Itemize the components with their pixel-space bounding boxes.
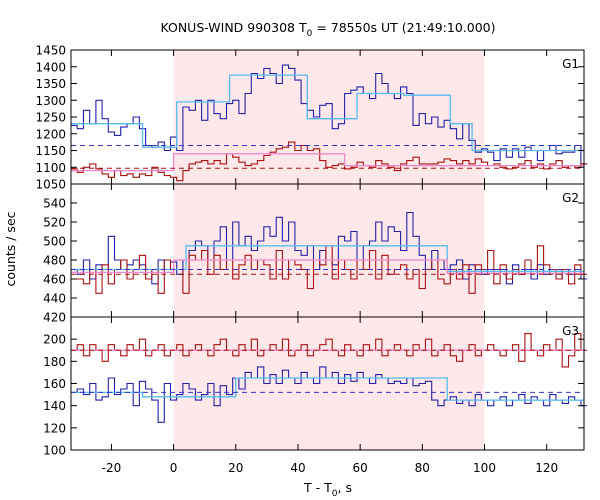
raw-series-raw_red <box>71 333 588 368</box>
x-tick-label: 0 <box>170 461 178 475</box>
y-tick-label: 180 <box>43 355 66 369</box>
y-tick-label: 1200 <box>35 127 66 141</box>
chart-title-subscript: 0 <box>307 29 313 39</box>
panel-g3: 100 120 140 160 180 200 G3 <box>43 316 588 458</box>
chart-title-rest: = 78550s UT (21:49:10.000) <box>312 20 495 35</box>
y-tick-label: 1400 <box>35 60 66 74</box>
y-tick-label: 1450 <box>35 44 66 58</box>
x-tick-label: 40 <box>290 461 305 475</box>
chart-title-main: KONUS-WIND 990308 T <box>160 20 306 35</box>
raw-series-raw_red <box>71 141 588 182</box>
panel-label: G3 <box>562 324 579 338</box>
x-tick-label: 20 <box>228 461 243 475</box>
y-tick-label: 540 <box>43 197 66 211</box>
x-tick-label: -20 <box>102 461 122 475</box>
x-tick-label: 100 <box>473 461 496 475</box>
y-tick-label: 500 <box>43 235 66 249</box>
fit-series-fit_pink <box>71 259 584 274</box>
x-tick-labels: -20 0 20 40 60 80 100 120 <box>102 461 559 475</box>
y-tick-label: 460 <box>43 273 66 287</box>
y-tick-label: 160 <box>43 377 66 391</box>
panels: 105011001150120012501300135014001450G142… <box>35 44 588 475</box>
x-tick-label: 120 <box>535 461 558 475</box>
y-tick-label: 440 <box>43 292 66 306</box>
raw-series-raw_red <box>71 245 588 294</box>
y-tick-label: 1150 <box>35 144 66 158</box>
y-tick-label: 1250 <box>35 111 66 125</box>
y-tick-label: 200 <box>43 333 66 347</box>
y-tick-label: 140 <box>43 399 66 413</box>
y-tick-label: 1300 <box>35 94 66 108</box>
x-tick-label: 60 <box>353 461 368 475</box>
y-tick-label: 1050 <box>35 178 66 192</box>
panel-label: G2 <box>562 191 579 205</box>
panel-label: G1 <box>562 57 579 71</box>
x-tick-label: 80 <box>415 461 430 475</box>
fit-series-fit_pink <box>71 153 584 172</box>
x-axis-label-rest: , s <box>338 480 352 495</box>
y-axis-label: counts / sec <box>3 211 18 286</box>
y-tick-label: 1100 <box>35 161 66 175</box>
x-axis-label-main: T - T <box>303 480 332 495</box>
y-tick-label: 120 <box>43 421 66 435</box>
y-tick-label: 1350 <box>35 77 66 91</box>
y-tick-label: 420 <box>43 311 66 325</box>
y-tick-label: 480 <box>43 254 66 268</box>
x-axis-label-subscript: 0 <box>332 489 338 499</box>
y-tick-label: 520 <box>43 216 66 230</box>
x-axis-label: T - T0, s <box>303 480 352 499</box>
raw-series-raw_blue <box>71 64 588 165</box>
fit-series-fit_cyan <box>71 74 584 152</box>
fit-series-fit_cyan <box>71 377 584 401</box>
chart-title: KONUS-WIND 990308 T0 = 78550s UT (21:49:… <box>160 20 495 39</box>
fit-series-fit_cyan <box>71 245 584 273</box>
y-tick-label: 100 <box>43 444 66 458</box>
